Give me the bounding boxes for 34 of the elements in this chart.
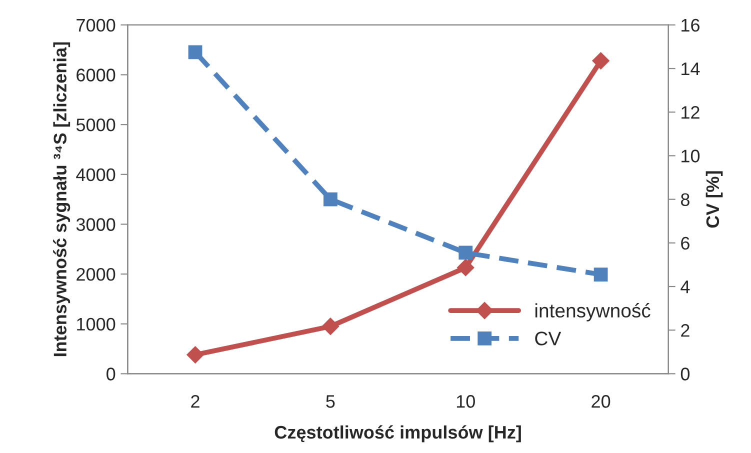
y-tick-label: 1000 <box>77 318 116 331</box>
y2-tick-label: 14 <box>682 62 700 76</box>
point <box>188 45 202 60</box>
y2-tick-label: 0 <box>680 368 690 380</box>
legend-label: intensywność <box>535 303 650 322</box>
point <box>322 318 339 335</box>
point <box>186 346 204 364</box>
x-tick-label: 20 <box>592 395 610 408</box>
y2-tick-label: 8 <box>680 193 690 206</box>
y-tick-label: 6000 <box>76 68 116 82</box>
x-tick-label: 5 <box>326 395 335 408</box>
point <box>458 246 473 260</box>
y2-axis-title: CV [%] <box>706 171 723 228</box>
y2-tick-label: 16 <box>682 18 700 32</box>
y-tick-label: 0 <box>106 368 116 380</box>
y-tick-label: 7000 <box>76 18 116 32</box>
y-tick-label: 5000 <box>76 118 116 132</box>
x-tick-label: 2 <box>191 395 200 408</box>
y2-tick-label: 4 <box>680 280 690 294</box>
y2-tick-label: 6 <box>681 236 690 250</box>
y2-tick-label: 10 <box>682 150 700 162</box>
legend-label: CV <box>535 332 562 346</box>
y-tick-label: 4000 <box>76 168 116 182</box>
y-axis-title: Intensywność sygnału ³⁴S [zliczenia] <box>53 42 70 356</box>
point <box>592 52 610 70</box>
point <box>457 259 474 276</box>
point <box>323 192 338 206</box>
y-tick-label: 3000 <box>76 218 116 231</box>
y2-tick-label: 2 <box>681 324 690 337</box>
x-axis-title: Częstotliwość impulsów [Hz] <box>274 425 521 442</box>
point <box>594 268 608 282</box>
x-tick-label: 10 <box>456 395 475 408</box>
y-tick-label: 2000 <box>76 268 116 281</box>
y2-tick-label: 12 <box>682 106 700 119</box>
